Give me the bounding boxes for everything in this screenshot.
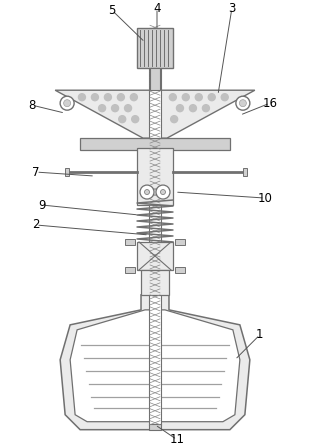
Circle shape [99, 105, 105, 112]
Circle shape [208, 94, 215, 101]
Circle shape [221, 94, 228, 101]
Text: 11: 11 [169, 433, 184, 446]
Bar [65, 168, 69, 176]
Circle shape [195, 94, 202, 101]
Circle shape [60, 96, 74, 110]
Bar [149, 28, 161, 425]
Circle shape [78, 94, 86, 101]
Circle shape [124, 105, 132, 112]
Bar [150, 68, 160, 90]
Bar [141, 270, 169, 295]
Circle shape [140, 185, 154, 199]
Circle shape [182, 94, 189, 101]
Circle shape [145, 190, 150, 194]
Bar [80, 138, 230, 150]
Circle shape [64, 100, 71, 107]
Circle shape [104, 94, 111, 101]
Circle shape [130, 94, 137, 101]
Circle shape [112, 105, 118, 112]
Polygon shape [70, 310, 240, 422]
Text: 5: 5 [108, 4, 116, 17]
Circle shape [117, 94, 124, 101]
Bar [125, 267, 135, 273]
Text: 4: 4 [153, 2, 161, 15]
Text: 8: 8 [29, 99, 36, 112]
Bar [149, 424, 161, 430]
Circle shape [239, 100, 246, 107]
Circle shape [119, 116, 126, 123]
Circle shape [160, 190, 165, 194]
Circle shape [176, 105, 183, 112]
Bar [175, 267, 185, 273]
Text: 1: 1 [256, 328, 264, 341]
Circle shape [132, 116, 139, 123]
Bar [137, 148, 173, 205]
Circle shape [91, 94, 98, 101]
Circle shape [156, 185, 170, 199]
Polygon shape [60, 295, 250, 430]
Circle shape [169, 94, 176, 101]
Bar [125, 239, 135, 245]
Circle shape [171, 116, 178, 123]
Text: 16: 16 [262, 97, 277, 110]
Bar [243, 168, 247, 176]
Text: 2: 2 [32, 219, 40, 232]
Bar [175, 239, 185, 245]
Text: 9: 9 [39, 198, 46, 211]
Circle shape [189, 105, 197, 112]
Bar [137, 242, 173, 270]
Text: 10: 10 [258, 192, 272, 205]
Circle shape [202, 105, 209, 112]
Bar [137, 28, 173, 68]
Polygon shape [55, 90, 255, 138]
Text: 3: 3 [228, 2, 235, 15]
Circle shape [236, 96, 250, 110]
Text: 7: 7 [32, 166, 40, 179]
